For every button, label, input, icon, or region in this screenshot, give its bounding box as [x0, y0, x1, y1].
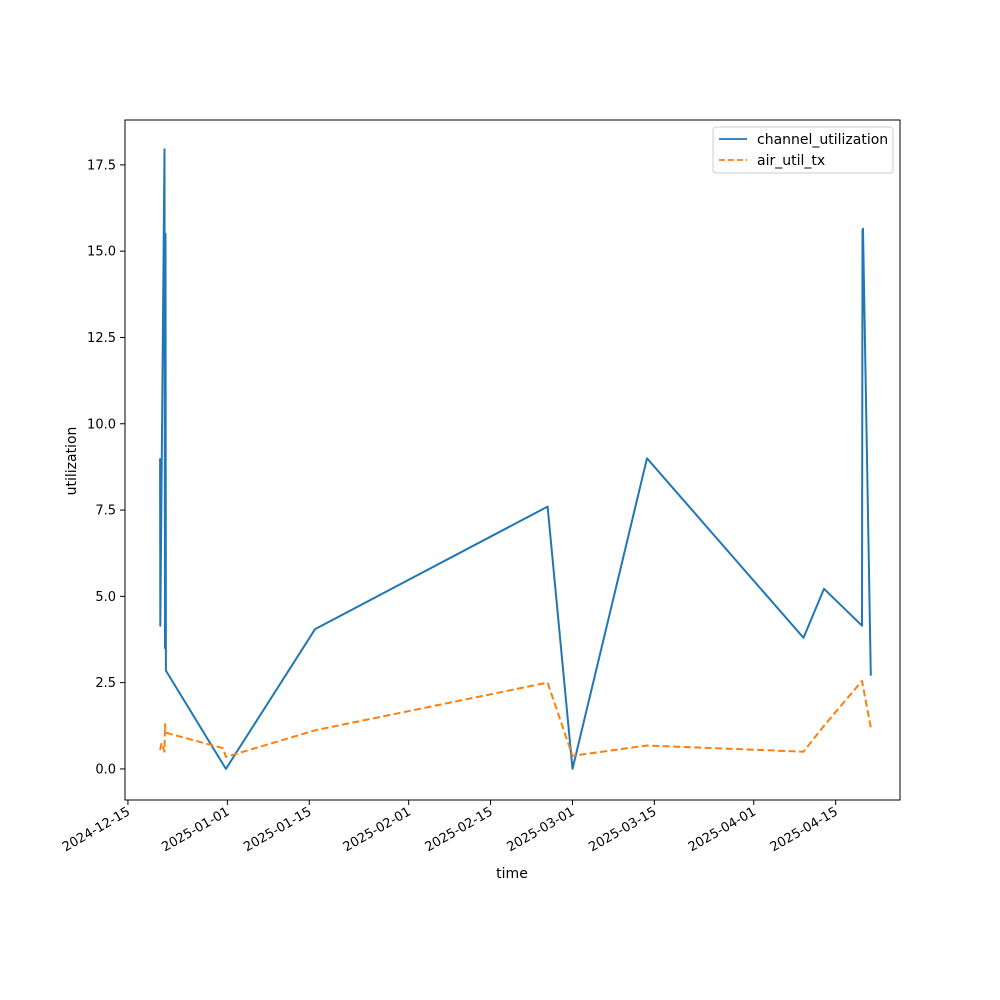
- legend: channel_utilization air_util_tx: [712, 126, 894, 174]
- y-tick-label: 0.0: [95, 762, 116, 777]
- series-line-channel-utilization: [159, 148, 872, 770]
- y-tick-label: 15.0: [87, 245, 116, 260]
- y-tick-label: 2.5: [95, 676, 116, 691]
- plot-frame: [124, 119, 901, 801]
- y-tick-label: 7.5: [95, 504, 116, 519]
- y-tick-label: 12.5: [87, 331, 116, 346]
- series-line-air-util-tx: [159, 679, 872, 758]
- series-layer: [159, 148, 872, 770]
- x-axis-label: time: [496, 866, 528, 882]
- y-axis-label: utilization: [64, 427, 80, 496]
- legend-box: [712, 126, 894, 174]
- legend-label-air-util-tx: air_util_tx: [757, 153, 825, 169]
- y-tick-label: 10.0: [87, 417, 116, 432]
- y-tick-label: 17.5: [87, 158, 116, 173]
- y-tick-label: 5.0: [95, 590, 116, 605]
- y-axis: 0.0 2.5 5.0 7.5 10.0 12.5 15.0 17.5: [87, 158, 125, 777]
- legend-label-channel-utilization: channel_utilization: [757, 132, 888, 148]
